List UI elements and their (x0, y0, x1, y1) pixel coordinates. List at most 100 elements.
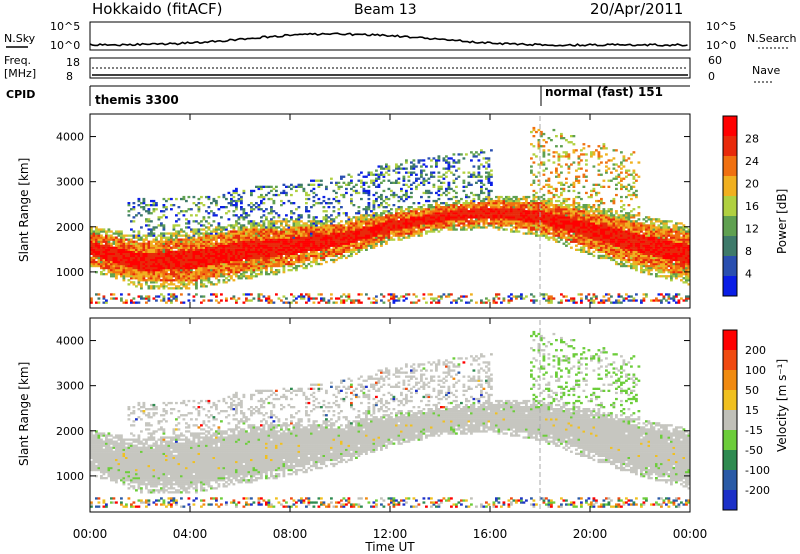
power-cell (490, 173, 493, 176)
power-cell (225, 266, 228, 270)
power-cell (152, 287, 156, 290)
power-cell (217, 264, 221, 268)
power-cell (337, 224, 341, 227)
power-cell (95, 242, 98, 245)
power-cell (372, 216, 376, 219)
power-cell (382, 295, 386, 298)
power-cell (252, 254, 256, 258)
power-cell (167, 232, 171, 235)
power-cell (147, 228, 151, 231)
power-cell (510, 208, 513, 211)
power-cell (285, 250, 288, 253)
power-cell (532, 153, 536, 156)
power-cell (325, 222, 328, 225)
power-cell (180, 254, 183, 258)
freq-tick-bottom: 8 (66, 70, 73, 83)
power-cell (367, 242, 371, 245)
power-cell (230, 271, 233, 274)
power-cell (247, 236, 251, 239)
power-cell (230, 193, 233, 197)
power-cell (150, 256, 153, 260)
power-cell (452, 173, 456, 176)
power-cell (487, 197, 491, 201)
power-cell (245, 238, 248, 241)
power-cell (137, 246, 141, 249)
power-cell (462, 189, 466, 193)
power-cell (162, 281, 166, 284)
power-cell (250, 189, 253, 193)
power-cell (485, 216, 488, 219)
power-cell (262, 238, 266, 241)
power-cell (195, 254, 198, 258)
power-cell (140, 266, 143, 270)
power-cell (362, 214, 366, 217)
power-cell (400, 226, 403, 229)
power-cell (137, 269, 141, 272)
power-cell (170, 256, 173, 260)
power-cell (545, 220, 548, 223)
power-cell (542, 212, 546, 215)
power-cell (232, 230, 236, 233)
power-cell (415, 230, 418, 233)
power-cell (220, 254, 223, 258)
power-cell (380, 230, 383, 233)
power-cell (95, 264, 98, 268)
power-cell (557, 153, 561, 156)
power-cell (327, 216, 331, 219)
power-cell (495, 214, 498, 217)
power-cell (465, 220, 468, 223)
power-cell (547, 236, 551, 239)
power-cell (270, 262, 273, 266)
power-cell (552, 204, 556, 207)
power-cell (345, 191, 348, 195)
power-cell (300, 248, 303, 251)
power-cell (405, 232, 408, 235)
power-cell (282, 301, 286, 304)
power-cell (157, 254, 161, 258)
power-cell (362, 246, 366, 249)
power-cell (177, 234, 181, 237)
power-cell (175, 269, 178, 272)
power-cell (305, 240, 308, 243)
power-cell (307, 224, 311, 227)
power-cell (215, 260, 218, 264)
power-cell (202, 271, 206, 274)
power-cell (302, 232, 306, 235)
power-cell (262, 210, 266, 213)
power-cell (222, 256, 226, 260)
power-cell (172, 254, 176, 258)
power-cell (542, 234, 546, 237)
power-cell (202, 273, 206, 276)
power-cell (227, 230, 231, 233)
power-cell (325, 236, 328, 239)
power-cell (310, 224, 313, 227)
power-cell (440, 193, 443, 197)
power-cell (155, 204, 158, 207)
power-cell (370, 242, 373, 245)
power-cell (285, 248, 288, 251)
power-cell (252, 226, 256, 229)
power-cell (245, 254, 248, 258)
power-cell (220, 236, 223, 239)
power-cell (565, 210, 568, 213)
power-cell (157, 264, 161, 268)
power-cell (482, 204, 486, 207)
power-cell (150, 250, 153, 253)
power-cell (305, 191, 308, 195)
power-cell (147, 271, 151, 274)
power-cell (437, 301, 441, 304)
power-cell (550, 297, 553, 300)
power-cell (437, 299, 441, 302)
power-cell (422, 214, 426, 217)
power-cell (295, 189, 298, 193)
power-cell (552, 220, 556, 223)
power-cell (340, 242, 343, 245)
power-cell (417, 159, 421, 162)
power-cell (247, 228, 251, 231)
power-cell (412, 214, 416, 217)
power-cell (347, 224, 351, 227)
power-cell (152, 238, 156, 241)
power-cell (95, 248, 98, 251)
power-cell (245, 242, 248, 245)
power-cell (270, 242, 273, 245)
